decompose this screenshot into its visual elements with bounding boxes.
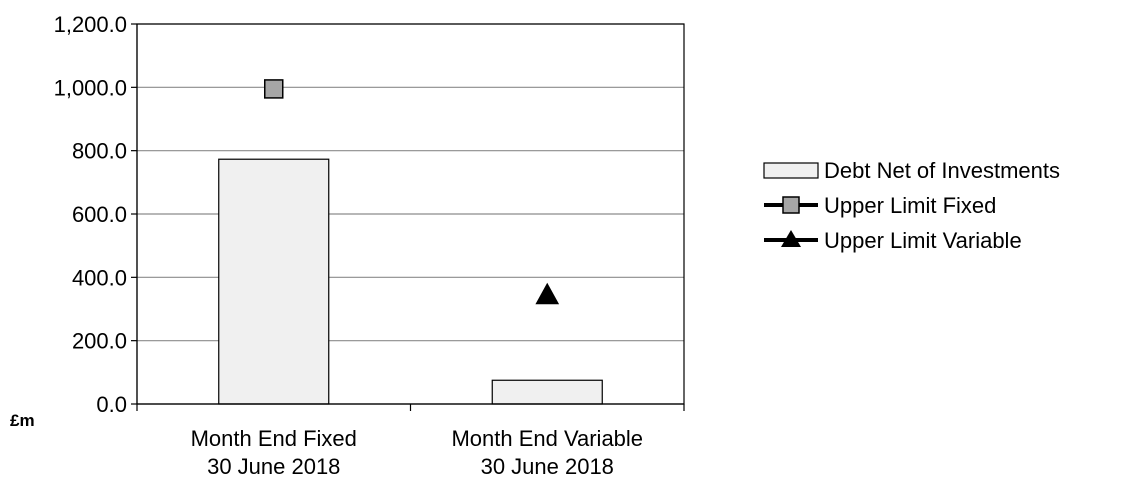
legend: Debt Net of Investments Upper Limit Fixed…	[763, 158, 1060, 253]
x-category-label-line: Month End Fixed	[191, 426, 357, 451]
y-axis-tick-labels: 0.0 200.0 400.0 600.0 800.0 1,000.0 1,200.0	[54, 12, 127, 417]
y-tick-label: 800.0	[72, 139, 127, 164]
x-category-label-line: 30 June 2018	[481, 454, 614, 479]
bar	[218, 158, 330, 405]
marker-triangle	[535, 282, 560, 305]
axes	[131, 23, 685, 411]
legend-label: Debt Net of Investments	[824, 158, 1060, 183]
y-tick-label: 0.0	[96, 392, 127, 417]
legend-swatch-bar	[763, 162, 819, 179]
y-tick-label: 600.0	[72, 202, 127, 227]
markers	[264, 79, 560, 305]
y-tick-label: 1,200.0	[54, 12, 127, 37]
bar	[491, 379, 603, 405]
x-category-label: Month End Fixed 30 June 2018	[191, 426, 357, 479]
x-category-label-line: Month End Variable	[451, 426, 643, 451]
legend-marker-square	[782, 196, 800, 214]
legend-marker-triangle	[781, 230, 801, 247]
legend-label: Upper Limit Fixed	[824, 193, 996, 218]
x-category-label: Month End Variable 30 June 2018	[451, 426, 643, 479]
marker-square	[264, 79, 284, 99]
legend-label: Upper Limit Variable	[824, 228, 1022, 253]
y-tick-label: 400.0	[72, 265, 127, 290]
y-tick-label: 200.0	[72, 329, 127, 354]
y-axis-unit-label: £m	[10, 411, 35, 430]
bars	[218, 158, 603, 405]
y-tick-label: 1,000.0	[54, 75, 127, 100]
x-category-label-line: 30 June 2018	[207, 454, 340, 479]
